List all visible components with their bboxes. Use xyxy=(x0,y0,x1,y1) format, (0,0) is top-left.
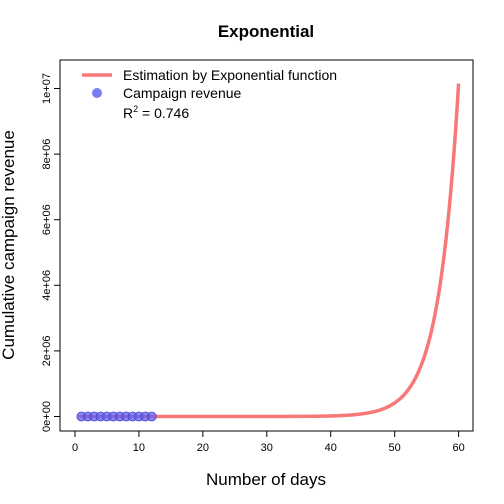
y-tick-label: 1e+07 xyxy=(41,73,53,104)
y-tick-label: 0e+00 xyxy=(41,401,53,432)
x-tick-label: 20 xyxy=(197,442,209,454)
campaign-revenue-points xyxy=(76,411,157,422)
chart-title: Exponential xyxy=(218,22,314,41)
x-tick-label: 10 xyxy=(133,442,145,454)
x-tick-label: 30 xyxy=(261,442,273,454)
plot-frame xyxy=(59,59,474,432)
x-tick-label: 40 xyxy=(325,442,337,454)
r2-value: = 0.746 xyxy=(138,105,189,121)
exponential-curve xyxy=(78,83,461,419)
y-axis: 0e+00 2e+06 4e+06 6e+06 8e+06 1e+07 xyxy=(41,73,60,432)
legend-item-campaign-revenue: Campaign revenue xyxy=(123,85,242,101)
y-tick-label: 6e+06 xyxy=(41,204,53,235)
x-tick-label: 0 xyxy=(72,442,78,454)
r2-label: R xyxy=(123,105,133,121)
x-tick-label: 50 xyxy=(389,442,401,454)
y-tick-label: 2e+06 xyxy=(41,335,53,366)
y-axis-label: Cumulative campaign revenue xyxy=(0,130,18,360)
y-tick-label: 4e+06 xyxy=(41,270,53,301)
y-tick-label: 8e+06 xyxy=(41,139,53,170)
x-axis: 0 10 20 30 40 50 60 xyxy=(72,431,465,454)
legend-item-estimation: Estimation by Exponential function xyxy=(123,67,337,83)
legend-point-swatch xyxy=(92,88,102,98)
r2-superscript: 2 xyxy=(133,104,138,114)
x-tick-label: 60 xyxy=(452,442,464,454)
x-axis-label: Number of days xyxy=(206,470,326,489)
r-squared-annotation: R2 = 0.746 xyxy=(123,104,189,121)
legend: Estimation by Exponential function Campa… xyxy=(82,67,337,121)
data-point xyxy=(146,411,157,422)
